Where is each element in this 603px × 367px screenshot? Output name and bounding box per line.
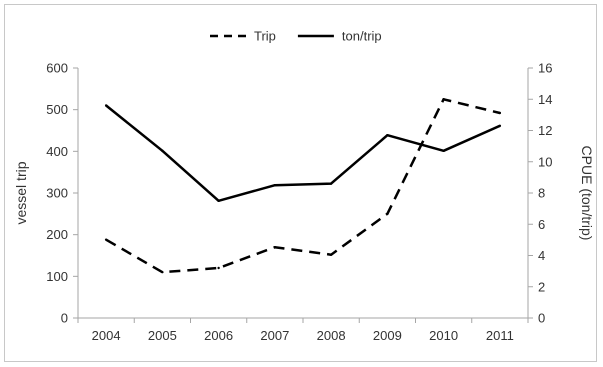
data-point-ton-trip [161,149,164,153]
y-axis-left-title: vessel trip [13,161,29,224]
y-axis-left-tick-label: 400 [46,144,68,159]
y-axis-left-tick-label: 200 [46,227,68,242]
x-axis-tick-label: 2006 [204,328,233,343]
legend: Trip ton/trip [210,29,382,44]
axes: 0 100 200 300 400 500 600 0 2 4 6 8 10 12 14 16 2004 2005… [13,61,595,344]
x-axis-tick-label: 2011 [486,328,514,343]
data-point-trip [386,212,389,216]
data-point-ton-trip [498,124,502,128]
y-axis-left-tick-label: 600 [46,61,68,76]
x-axis-tick-label: 2010 [429,328,458,343]
x-axis-tick-label: 2009 [373,328,402,343]
x-axis-tick-label: 2008 [317,328,346,343]
y-axis-right-tick-label: 14 [538,92,552,107]
series-line-trip [105,98,501,274]
y-axis-left-tick-label: 100 [46,269,68,284]
y-axis-left-tick-label: 500 [46,102,68,117]
y-axis-right-tick-label: 16 [538,61,552,76]
y-axis-left-tick-label: 0 [61,311,68,326]
data-point-ton-trip [217,199,220,203]
y-axis-right-tick-label: 4 [538,248,545,263]
data-point-trip [217,266,220,270]
y-axis-left-tick-label: 300 [46,186,68,201]
data-point-trip [273,245,277,249]
series-group [104,98,502,274]
y-axis-right-tick-label: 10 [538,154,552,169]
data-point-ton-trip [386,133,389,137]
data-point-trip [104,238,108,241]
legend-label-trip: Trip [254,29,276,44]
data-point-trip [161,270,164,274]
y-axis-right-tick-label: 0 [538,311,545,326]
x-axis-tick-label: 2004 [92,328,121,343]
data-point-trip [498,111,502,115]
chart-frame [4,4,597,362]
y-axis-right-title: CPUE (ton/trip) [579,146,595,241]
data-point-ton-trip [329,182,333,185]
data-point-ton-trip [442,149,445,153]
data-point-ton-trip [273,183,277,187]
data-point-ton-trip [104,104,108,107]
data-point-trip [329,253,333,256]
y-axis-right-tick-label: 8 [538,186,545,201]
y-axis-right-tick-label: 12 [538,123,552,138]
series-line-ton-trip [105,104,501,203]
y-axis-right-tick-label: 2 [538,279,545,294]
y-axis-right-tick-label: 6 [538,217,545,232]
x-axis-tick-label: 2007 [260,328,289,343]
data-point-trip [442,98,445,101]
legend-label-ton-trip: ton/trip [342,29,382,44]
x-axis-tick-label: 2005 [148,328,177,343]
